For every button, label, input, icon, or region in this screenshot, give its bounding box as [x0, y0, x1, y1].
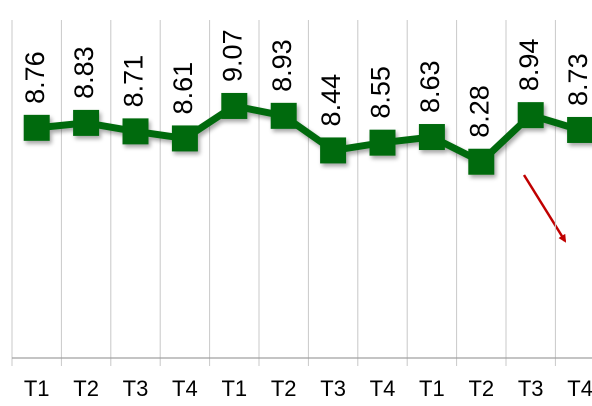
marker: [171, 125, 198, 152]
x-tick-label: T4: [172, 376, 198, 401]
x-tick-label: T3: [320, 376, 346, 401]
data-label: 8.44: [316, 74, 346, 127]
x-tick-label: T4: [370, 376, 396, 401]
marker: [468, 148, 495, 175]
marker: [23, 114, 50, 141]
data-label: 8.55: [366, 66, 396, 119]
x-tick-label: T3: [123, 376, 149, 401]
annotation-arrow: [522, 174, 567, 243]
x-tick-label: T2: [73, 376, 99, 401]
data-label: 8.71: [119, 55, 149, 108]
data-label: 8.94: [514, 39, 544, 92]
marker: [122, 118, 149, 145]
marker: [369, 129, 396, 156]
x-tick-label: T2: [271, 376, 297, 401]
data-label: 8.93: [267, 39, 297, 92]
marker: [320, 137, 347, 164]
series: [23, 92, 592, 175]
x-tick-label: T2: [468, 376, 494, 401]
marker: [517, 102, 544, 129]
data-label: 8.63: [415, 60, 445, 113]
data-label: 8.83: [69, 46, 99, 99]
data-label: 8.28: [464, 85, 494, 138]
data-label: 9.07: [217, 29, 247, 82]
marker: [418, 124, 445, 151]
data-label: 8.61: [168, 62, 198, 115]
marker: [221, 92, 248, 119]
marker: [567, 116, 592, 143]
x-tick-label: T1: [24, 376, 50, 401]
data-label: 8.76: [20, 51, 50, 104]
x-tick-label: T3: [518, 376, 544, 401]
data-label: 8.73: [563, 53, 592, 106]
x-tick-label: T1: [221, 376, 247, 401]
x-tick-label: T1: [419, 376, 445, 401]
x-tick-label: T4: [567, 376, 592, 401]
marker: [73, 109, 100, 136]
marker: [270, 102, 297, 129]
